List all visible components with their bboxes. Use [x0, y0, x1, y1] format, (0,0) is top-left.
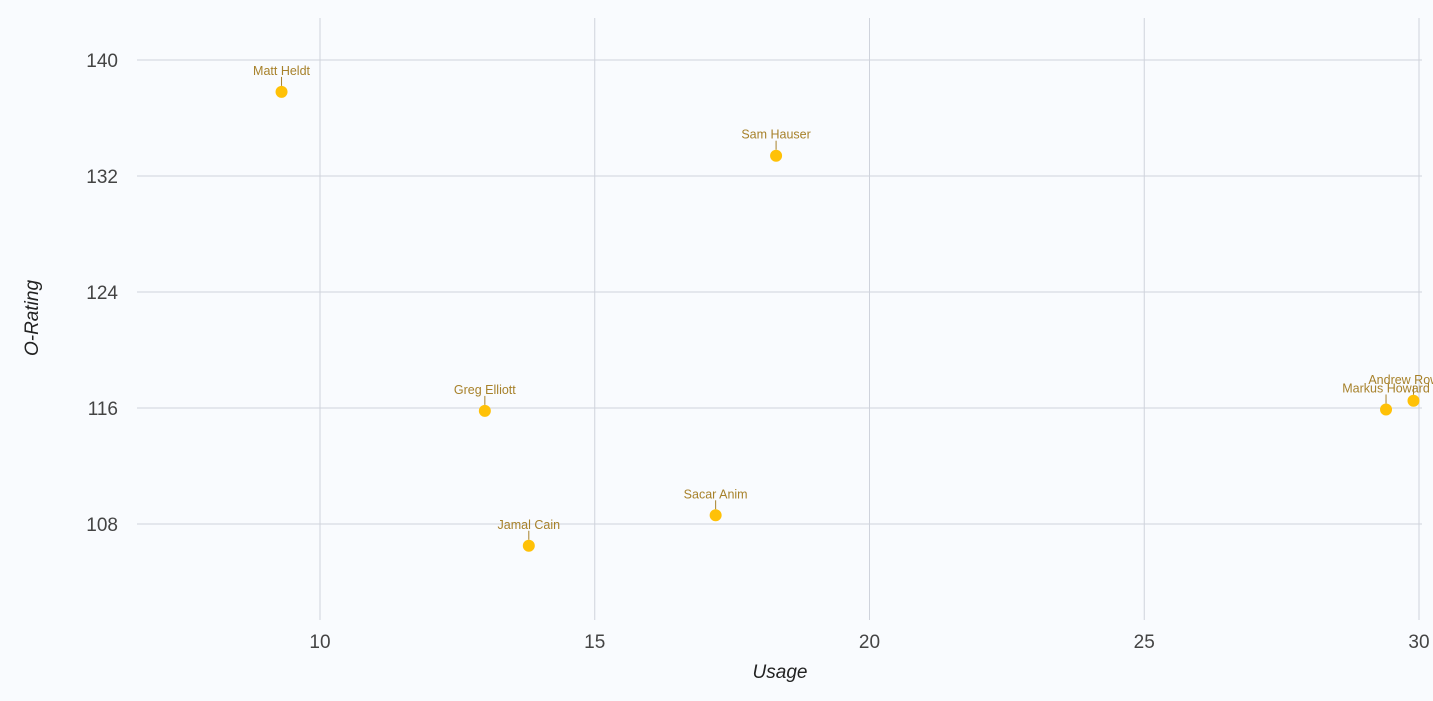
data-point[interactable]: [1407, 394, 1420, 407]
point-group: Sacar Anim: [684, 487, 748, 522]
point-group: Matt Heldt: [253, 64, 311, 98]
x-tick-label: 20: [859, 632, 880, 653]
point-group: Greg Elliott: [454, 383, 516, 417]
y-tick-label: 132: [86, 167, 118, 188]
grid: [137, 18, 1422, 620]
data-point[interactable]: [709, 509, 722, 522]
point-label: Sam Hauser: [741, 128, 810, 142]
y-tick-label: 140: [86, 51, 118, 72]
x-tick-label: 25: [1134, 632, 1155, 653]
x-tick-label: 30: [1408, 632, 1429, 653]
data-point[interactable]: [1380, 403, 1393, 416]
point-label: Andrew Rowsey: [1368, 373, 1433, 387]
point-group: Jamal Cain: [498, 518, 561, 552]
point-label: Greg Elliott: [454, 383, 516, 397]
y-tick-label: 116: [88, 399, 118, 420]
point-label: Jamal Cain: [498, 518, 561, 532]
point-group: Sam Hauser: [741, 128, 811, 162]
y-tick-label: 108: [86, 515, 118, 536]
data-point[interactable]: [770, 149, 783, 162]
tick-labels: 10 15 20 25 30 108 116 124 132 140: [86, 51, 1429, 653]
data-point[interactable]: [478, 404, 491, 417]
y-tick-label: 124: [86, 283, 118, 304]
data-point[interactable]: [522, 539, 535, 552]
x-tick-label: 15: [584, 632, 605, 653]
point-label: Sacar Anim: [684, 487, 748, 501]
x-axis-title: Usage: [753, 662, 808, 683]
x-tick-label: 10: [309, 632, 330, 653]
point-group: Andrew Rowsey: [1368, 373, 1433, 407]
y-axis-title: O-Rating: [22, 280, 43, 356]
data-point[interactable]: [275, 85, 288, 98]
point-label: Matt Heldt: [253, 64, 310, 78]
point-label: Markus Howard: [1342, 381, 1430, 395]
data-points: Matt Heldt Sam Hauser Greg Elliott Markus H…: [253, 64, 1433, 552]
point-group: Markus Howard: [1342, 381, 1430, 416]
